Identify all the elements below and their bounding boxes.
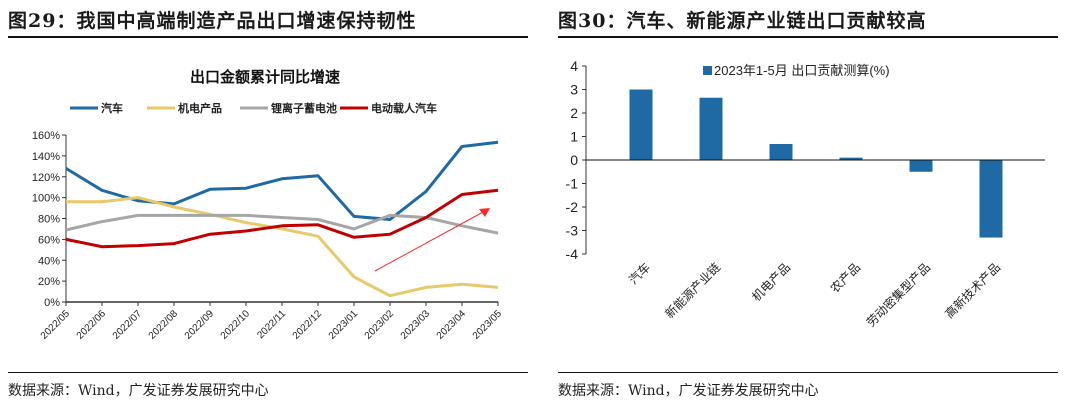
y-tick-label: 120% [32,172,60,184]
series-line-电动载人汽车 [65,188,499,249]
x-category-label: 高新技术产品 [942,260,1004,322]
y-tick-label: 100% [32,193,60,205]
y-tick-label: -2 [566,199,579,215]
bar-汽车 [629,89,653,160]
y-tick-label: 160% [32,130,60,142]
x-category-label: 农产品 [828,260,863,295]
series-line-锂离子蓄电池 [65,213,499,235]
series-line-汽车 [65,140,499,221]
right-figure-title: 图30：汽车、新能源产业链出口贡献较高 [558,10,927,32]
y-tick-label: 80% [38,214,60,226]
x-category-label: 机电产品 [749,260,793,304]
y-tick-label: -4 [566,246,579,262]
x-tick-label: 2022/10 [219,308,253,342]
y-tick-label: 40% [38,255,60,267]
bar-高新技术产品 [979,160,1003,238]
y-tick-label: 1 [570,129,578,145]
legend-swatch [703,66,712,75]
y-tick-label: -1 [566,176,579,192]
legend-label: 2023年1-5月 出口贡献测算(%) [714,63,890,78]
y-tick-label: 60% [38,234,60,246]
right-source: 数据来源：Wind，广发证券发展研究中心 [558,383,819,399]
legend-item: 汽车 [70,101,123,115]
chart-title: 出口金额累计同比增速 [190,68,340,86]
legend-label: 电动载人汽车 [371,101,437,115]
legend-label: 机电产品 [178,101,222,115]
y-tick-label: 0 [570,152,578,168]
x-tick-label: 2023/02 [363,308,397,342]
bar-机电产品 [769,144,793,160]
left-title-rule [8,36,528,38]
series-line-机电产品 [66,196,499,298]
y-tick-label: 140% [32,151,60,163]
x-tick-label: 2022/12 [291,308,325,342]
y-tick-label: 3 [570,82,578,98]
left-panel: 图29：我国中高端制造产品出口增速保持韧性 出口金额累计同比增速汽车 机电产品 锂离… [0,0,530,410]
x-tick-label: 2023/03 [399,308,433,342]
right-source-rule [558,372,1058,373]
x-category-label: 新能源产业链 [662,260,724,322]
x-category-label: 劳动密集型产品 [863,260,933,330]
bar-农产品 [839,157,863,160]
legend-item: 机电产品 [147,101,222,115]
y-tick-label: 2 [570,105,578,121]
x-category-label: 汽车 [626,260,654,288]
x-tick-label: 2022/05 [39,308,73,342]
x-tick-label: 2022/08 [147,308,181,342]
right-title-rule [558,36,1058,38]
x-tick-label: 2022/09 [183,308,217,342]
x-tick-label: 2023/04 [435,308,469,342]
left-source: 数据来源：Wind，广发证券发展研究中心 [8,383,269,399]
bar-新能源产业链 [699,97,723,160]
y-tick-label: 20% [38,276,60,288]
trend-arrow-line [374,211,485,272]
right-panel: 图30：汽车、新能源产业链出口贡献较高 2023年1-5月 出口贡献测算(%) -… [540,0,1065,410]
left-figure-title: 图29：我国中高端制造产品出口增速保持韧性 [8,10,417,32]
left-source-rule [8,372,528,373]
trend-arrow-head [479,208,490,217]
x-tick-label: 2022/11 [255,308,288,341]
y-tick-label: 0% [44,297,60,309]
x-tick-label: 2023/01 [327,308,361,342]
y-tick-label: -3 [566,223,579,239]
legend-label: 锂离子蓄电池 [271,101,337,115]
bar-劳动密集型产品 [909,160,933,172]
legend-item: 锂离子蓄电池 [240,101,337,115]
legend-label: 汽车 [101,101,123,115]
legend-item: 2023年1-5月 出口贡献测算(%) [703,63,890,78]
x-tick-label: 2022/07 [111,308,145,342]
x-tick-label: 2023/05 [471,308,505,342]
legend-item: 电动载人汽车 [340,101,437,115]
x-tick-label: 2022/06 [75,308,109,342]
y-tick-label: 4 [570,58,578,74]
bar-chart: 2023年1-5月 出口贡献测算(%) -4 -3 -2 -1 0 1 2 3 4 汽车 新能源产业链… [566,58,1045,330]
